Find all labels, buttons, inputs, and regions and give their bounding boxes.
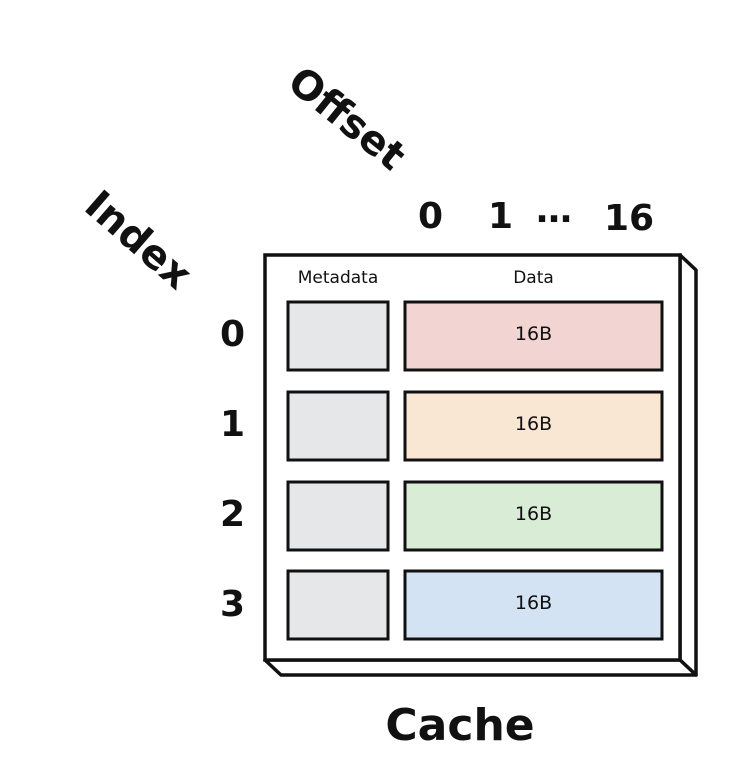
metadata-column-header: Metadata — [297, 268, 379, 288]
index-tick-3: 3 — [220, 584, 246, 625]
data-cell-0 — [403, 300, 664, 372]
offset-tick-ellipsis: … — [536, 190, 572, 231]
index-tick-2: 2 — [220, 494, 246, 535]
metadata-cell-3 — [286, 569, 390, 641]
data-cell-2 — [403, 480, 664, 552]
data-cell-3 — [403, 569, 664, 641]
data-cell-label-2: 16B — [514, 503, 553, 525]
data-cell-label-3: 16B — [514, 592, 553, 614]
offset-tick-1: 1 — [488, 196, 514, 237]
offset-tick-16: 16 — [604, 198, 655, 239]
data-column-header: Data — [513, 268, 554, 288]
data-cell-label-1: 16B — [514, 413, 553, 435]
metadata-cell-0 — [286, 300, 390, 372]
index-tick-1: 1 — [220, 404, 246, 445]
data-cell-label-0: 16B — [514, 323, 553, 345]
metadata-cell-2 — [286, 480, 390, 552]
data-cell-1 — [403, 390, 664, 462]
cache-box-bottom-face — [263, 658, 698, 677]
offset-tick-0: 0 — [418, 196, 444, 237]
cache-caption: Cache — [385, 700, 535, 751]
metadata-cell-1 — [286, 390, 390, 462]
index-tick-0: 0 — [220, 314, 246, 355]
cache-box-side-face — [678, 253, 698, 677]
